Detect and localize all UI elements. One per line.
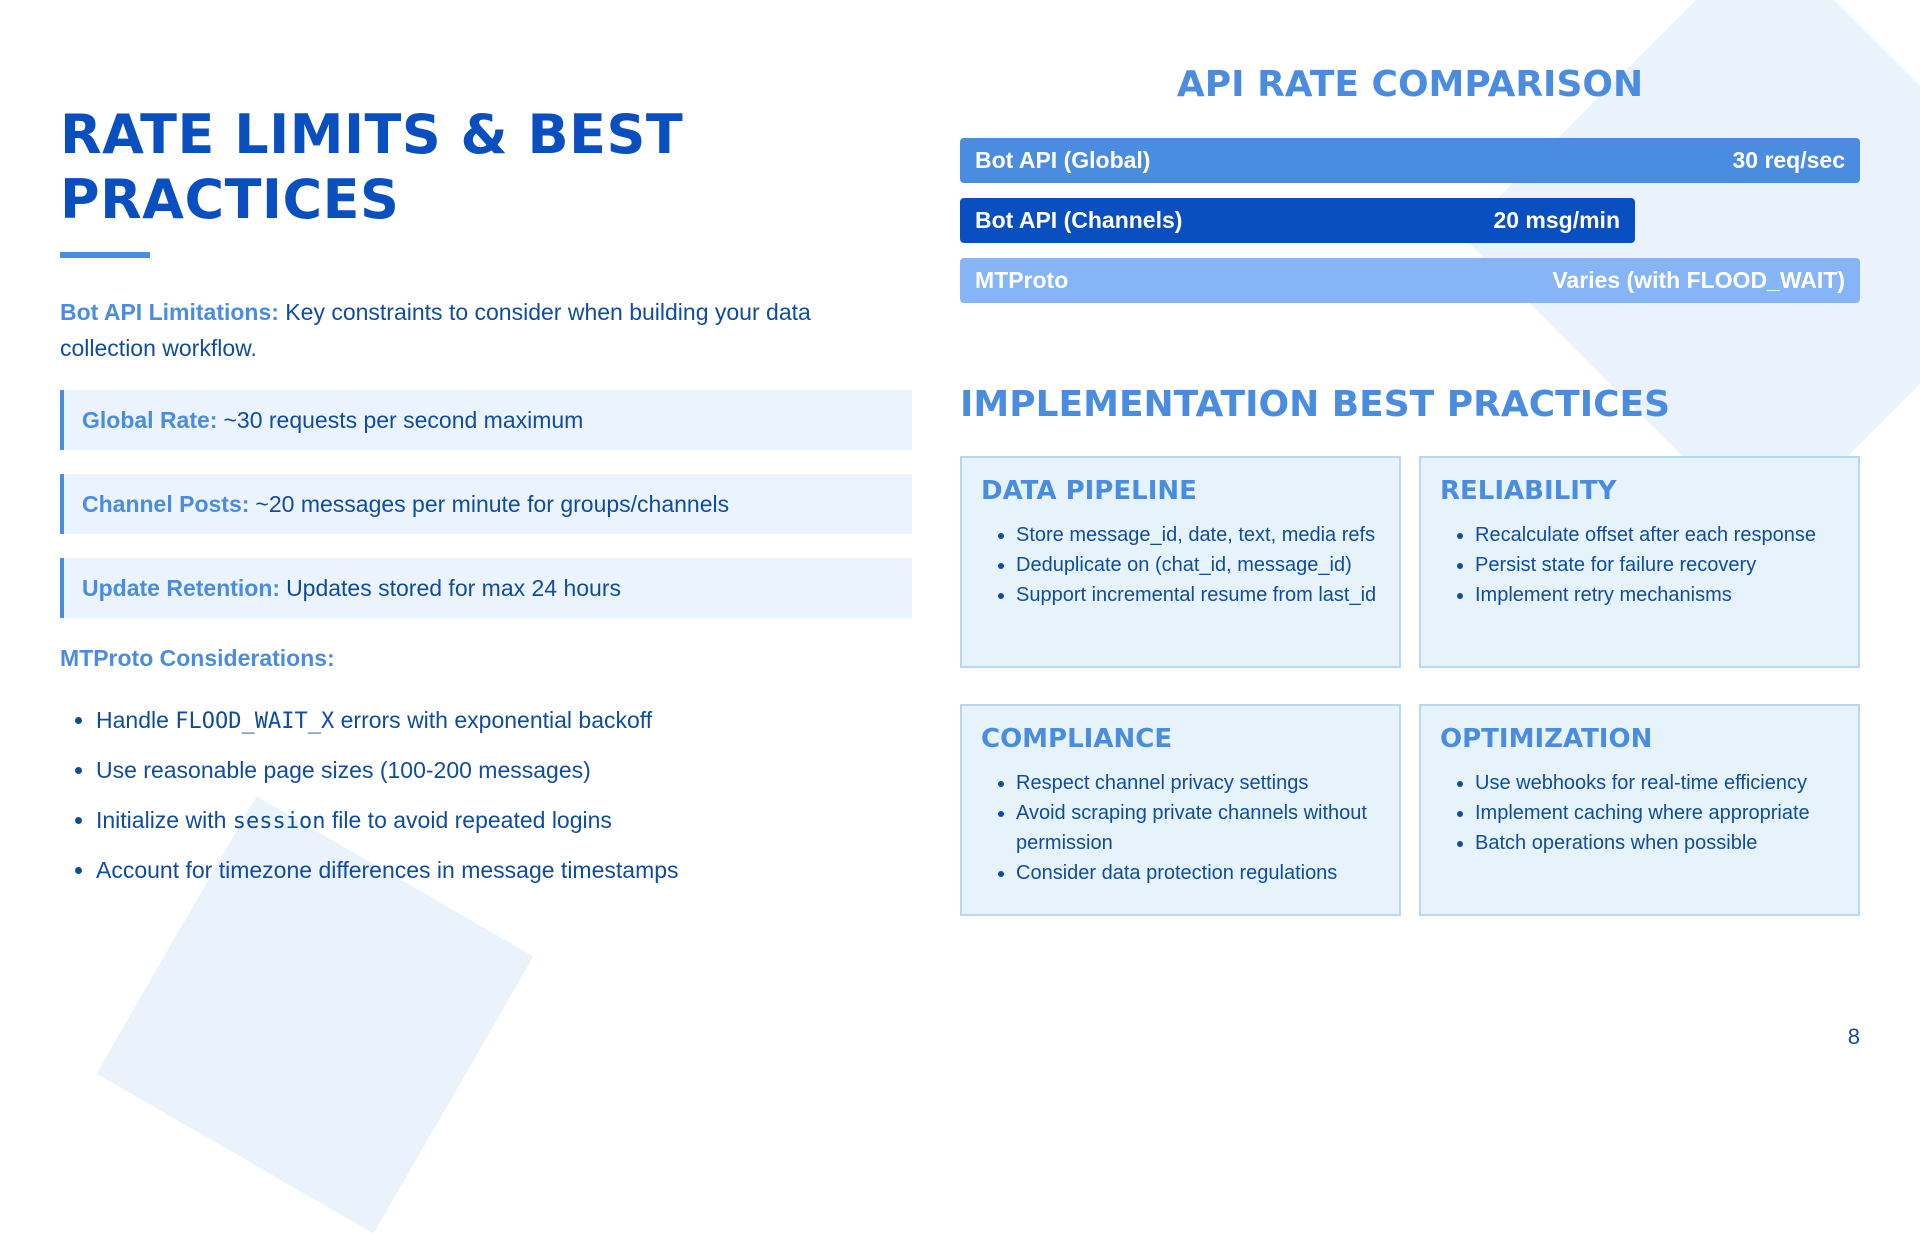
- bullet-text: Initialize with: [96, 807, 233, 833]
- callout-text: ~20 messages per minute for groups/chann…: [255, 490, 730, 517]
- list-item: Account for timezone differences in mess…: [96, 850, 936, 900]
- page-number: 8: [1847, 1024, 1860, 1049]
- card-list: Respect channel privacy settings Avoid s…: [981, 768, 1381, 888]
- bullet-text: file to avoid repeated logins: [325, 807, 612, 833]
- rate-comparison-title: API RATE COMPARISON: [1176, 64, 1644, 105]
- callout-channel-posts: Channel Posts: ~20 messages per minute f…: [60, 474, 912, 534]
- inline-code: session: [232, 809, 326, 834]
- list-item: Recalculate offset after each response: [1475, 520, 1840, 550]
- card-title: OPTIMIZATION: [1440, 724, 1653, 754]
- callout-text: Updates stored for max 24 hours: [286, 574, 622, 601]
- rate-bar-value: 30 req/sec: [1732, 147, 1845, 173]
- rate-bar-mtproto: MTProto Varies (with FLOOD_WAIT): [960, 258, 1860, 303]
- card-compliance: COMPLIANCE Respect channel privacy setti…: [960, 704, 1401, 916]
- card-data-pipeline: DATA PIPELINE Store message_id, date, te…: [960, 456, 1401, 668]
- slide-title: RATE LIMITS & BEST PRACTICES: [60, 103, 684, 231]
- inline-code: FLOOD_WAIT_X: [175, 709, 335, 734]
- card-list: Use webhooks for real-time efficiency Im…: [1440, 768, 1840, 858]
- card-optimization: OPTIMIZATION Use webhooks for real-time …: [1419, 704, 1860, 916]
- rate-bar-value: 20 msg/min: [1493, 207, 1620, 233]
- callout-label: Update Retention:: [82, 574, 281, 601]
- rate-bar-bot-global: Bot API (Global) 30 req/sec: [960, 138, 1860, 183]
- intro-text: Key constraints to consider when buildin…: [60, 299, 811, 361]
- list-item: Use reasonable page sizes (100-200 messa…: [96, 750, 936, 800]
- card-reliability: RELIABILITY Recalculate offset after eac…: [1419, 456, 1860, 668]
- rate-bar-label: Bot API (Global): [975, 147, 1151, 173]
- callout-update-retention: Update Retention: Updates stored for max…: [60, 558, 912, 618]
- rate-bar-value: Varies (with FLOOD_WAIT): [1552, 267, 1845, 293]
- rate-bar-label: Bot API (Channels): [975, 207, 1183, 233]
- rate-bar-bot-channels: Bot API (Channels) 20 msg/min: [960, 198, 1635, 243]
- rate-bar-label: MTProto: [975, 267, 1069, 293]
- best-practices-title: IMPLEMENTATION BEST PRACTICES: [960, 384, 1671, 425]
- title-underline: [60, 252, 150, 258]
- callout-global-rate: Global Rate: ~30 requests per second max…: [60, 390, 912, 450]
- list-item: Persist state for failure recovery: [1475, 550, 1840, 580]
- list-item: Store message_id, date, text, media refs: [1016, 520, 1381, 550]
- callout-label: Channel Posts:: [82, 490, 250, 517]
- callout-text: ~30 requests per second maximum: [223, 406, 584, 433]
- intro-paragraph: Bot API Limitations: Key constraints to …: [60, 294, 890, 366]
- list-item: Use webhooks for real-time efficiency: [1475, 768, 1840, 798]
- intro-label: Bot API Limitations:: [60, 299, 279, 325]
- card-list: Recalculate offset after each response P…: [1440, 520, 1840, 610]
- list-item: Consider data protection regulations: [1016, 858, 1381, 888]
- bullet-text: Account for timezone differences in mess…: [96, 857, 679, 883]
- list-item: Handle FLOOD_WAIT_X errors with exponent…: [96, 700, 936, 750]
- mtproto-heading: MTProto Considerations:: [60, 645, 335, 671]
- list-item: Initialize with session file to avoid re…: [96, 800, 936, 850]
- list-item: Support incremental resume from last_id: [1016, 580, 1381, 610]
- card-title: DATA PIPELINE: [981, 476, 1197, 506]
- callout-label: Global Rate:: [82, 406, 218, 433]
- list-item: Avoid scraping private channels without …: [1016, 798, 1381, 858]
- mtproto-list: Handle FLOOD_WAIT_X errors with exponent…: [60, 700, 936, 900]
- card-list: Store message_id, date, text, media refs…: [981, 520, 1381, 610]
- bullet-text: Use reasonable page sizes (100-200 messa…: [96, 757, 591, 783]
- bullet-text: errors with exponential backoff: [334, 707, 653, 733]
- bullet-text: Handle: [96, 707, 176, 733]
- card-title: COMPLIANCE: [981, 724, 1173, 754]
- list-item: Respect channel privacy settings: [1016, 768, 1381, 798]
- list-item: Implement caching where appropriate: [1475, 798, 1840, 828]
- list-item: Implement retry mechanisms: [1475, 580, 1840, 610]
- card-title: RELIABILITY: [1440, 476, 1617, 506]
- list-item: Batch operations when possible: [1475, 828, 1840, 858]
- list-item: Deduplicate on (chat_id, message_id): [1016, 550, 1381, 580]
